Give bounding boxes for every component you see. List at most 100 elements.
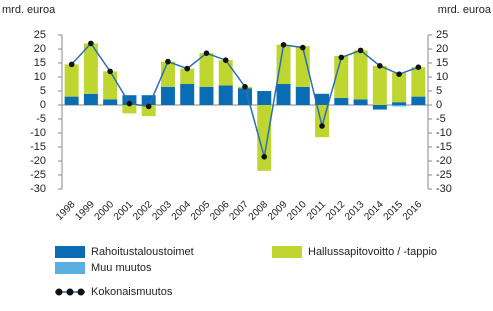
point (357, 47, 364, 54)
point (107, 68, 113, 75)
x-tick-label: 2016 (401, 199, 425, 223)
point (203, 50, 210, 56)
y2-tick-label: -30 (436, 183, 452, 195)
bar (64, 64, 79, 97)
y-tick-label: 0 (40, 99, 46, 111)
y-tick-label: -10 (30, 127, 46, 139)
x-tick-label: 1999 (73, 199, 97, 223)
bar (103, 71, 118, 100)
bar (257, 91, 272, 105)
bar (257, 105, 272, 171)
y-tick-label: -25 (30, 169, 46, 181)
bar (295, 86, 310, 105)
y-axis-label: mrd. euroa (2, 4, 56, 16)
y2-tick-label: -25 (436, 169, 452, 181)
point (338, 54, 345, 61)
point (145, 103, 152, 110)
y2-axis-label: mrd. euroa (438, 4, 492, 16)
legend-label: Muu muutos (91, 262, 152, 274)
point (319, 123, 325, 129)
x-tick-label: 2000 (93, 199, 117, 223)
y2-tick-label: 5 (436, 85, 442, 97)
bar (122, 95, 137, 105)
bar (218, 60, 233, 86)
point (377, 63, 383, 69)
bar (218, 85, 233, 105)
bar (199, 53, 214, 87)
y2-tick-label: 25 (436, 29, 448, 41)
x-tick-label: 2001 (112, 199, 136, 223)
bar (103, 99, 118, 105)
x-tick-label: 2013 (343, 199, 367, 223)
x-tick-label: 2015 (382, 199, 406, 223)
bar (122, 105, 137, 114)
point (165, 58, 171, 65)
bar (83, 93, 98, 105)
x-tick-label: 1998 (54, 199, 78, 223)
point (415, 64, 422, 70)
y-tick-label: -30 (30, 183, 46, 195)
bar (372, 105, 387, 110)
bar (160, 86, 175, 105)
point (184, 65, 191, 72)
bar (83, 43, 98, 94)
bar (295, 46, 310, 87)
y2-tick-label: -20 (436, 155, 452, 167)
y-tick-label: 10 (34, 71, 46, 83)
point (280, 42, 287, 48)
bar (334, 98, 349, 105)
bar (315, 93, 330, 105)
point (396, 71, 402, 77)
x-tick-label: 2009 (266, 199, 290, 223)
bar (141, 105, 156, 117)
x-tick-label: 2002 (131, 199, 155, 223)
x-tick-label: 2011 (305, 199, 328, 222)
bar (276, 44, 291, 84)
point (242, 84, 248, 90)
legend-swatch (55, 288, 63, 296)
x-tick-label: 2010 (285, 199, 309, 223)
y-tick-label: -5 (36, 113, 46, 125)
x-tick-label: 2005 (189, 199, 213, 223)
x-tick-label: 2003 (150, 199, 174, 223)
y2-tick-label: -10 (436, 127, 452, 139)
legend-swatch (272, 246, 302, 258)
legend-label: Kokonaismuutos (91, 286, 173, 298)
y2-tick-label: 20 (436, 43, 448, 55)
y2-tick-label: 0 (436, 99, 442, 111)
bar (353, 50, 368, 100)
legend-swatch (77, 288, 85, 296)
y2-tick-label: 10 (436, 71, 448, 83)
bar (411, 67, 426, 97)
legend-swatch (66, 288, 74, 296)
y-tick-label: 25 (34, 29, 46, 41)
x-tick-label: 2004 (170, 199, 194, 223)
bar (199, 86, 214, 105)
bar (180, 68, 195, 84)
x-tick-label: 2008 (247, 199, 271, 223)
point (88, 40, 94, 47)
point (299, 44, 306, 51)
legend-swatch (55, 246, 85, 258)
point (68, 61, 75, 68)
x-tick-label: 2007 (227, 199, 251, 223)
bar (392, 105, 407, 107)
y-tick-label: 15 (34, 57, 46, 69)
legend-label: Hallussapitovoitto / -tappio (308, 246, 437, 258)
point (222, 57, 229, 63)
bar (180, 84, 195, 105)
y-tick-label: 5 (40, 85, 46, 97)
bar (372, 65, 387, 105)
y-tick-label: -15 (30, 141, 46, 153)
point (261, 154, 268, 160)
bar (411, 96, 426, 105)
bar (276, 84, 291, 105)
y2-tick-label: -5 (436, 113, 446, 125)
y2-tick-label: 15 (436, 57, 448, 69)
legend-swatch (55, 262, 85, 274)
legend-label: Rahoitustaloustoimet (91, 246, 194, 258)
bar (392, 72, 407, 103)
bar (64, 96, 79, 105)
